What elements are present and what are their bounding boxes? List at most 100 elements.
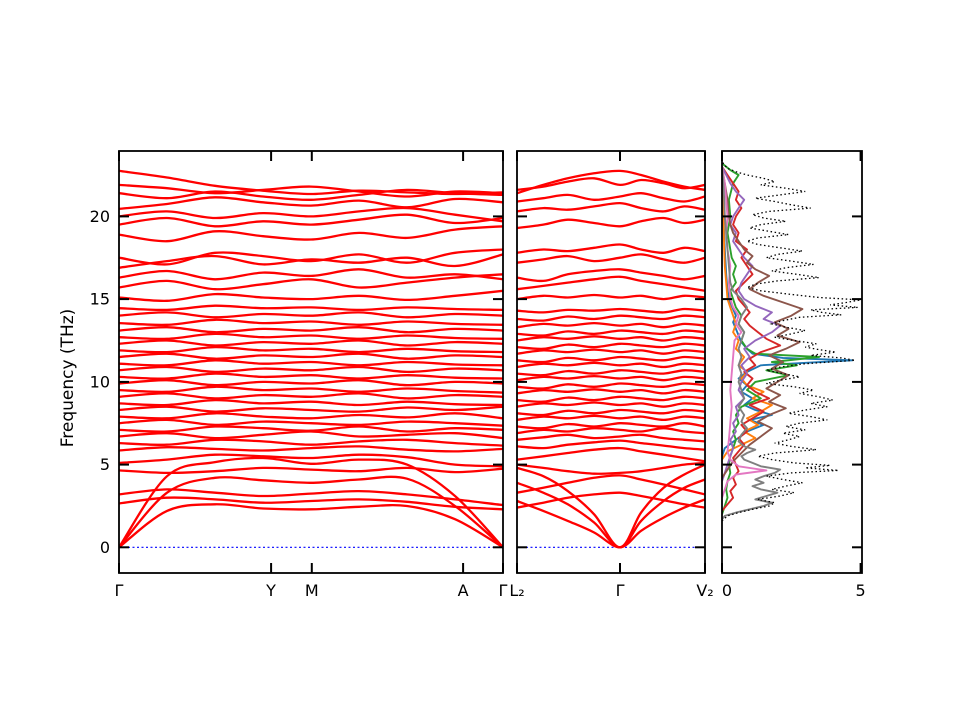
phonon-band [119,196,503,211]
phonon-band [517,461,705,475]
phonon-band [119,405,503,413]
phonon-band [517,361,705,369]
total-dos-curve [722,161,861,522]
phonon-band [119,430,503,440]
phonon-band [119,289,503,302]
phonon-band [119,475,503,549]
y-tick-label: 20 [90,207,110,226]
phonon-band [517,388,705,395]
phonon-band [119,445,503,453]
panel-frame [721,150,863,574]
phonon-band [517,474,705,496]
phonon-band [119,496,503,511]
phonon-band [517,439,705,451]
phonon-band [517,427,705,435]
pdos-8-curve [722,166,782,520]
panel-frame [516,150,706,574]
phonon-band [119,311,503,319]
phonon-band [517,369,705,377]
phonon-band [517,382,705,390]
phonon-band [119,359,503,367]
x-tick-label: 5 [856,581,866,600]
phonon-band [119,169,503,196]
pdos-5-curve [722,166,782,482]
phonon-band [119,398,503,407]
x-tick-label: Γ [115,581,124,600]
phonon-band [517,314,705,322]
phonon-band [119,438,503,447]
phonon-band [119,253,503,269]
x-tick-label: M [305,581,319,600]
phonon-band [119,392,503,400]
phonon-band [119,418,503,427]
y-tick-label: 0 [100,538,110,557]
phonon-band [517,275,705,292]
phonon-band [119,488,503,507]
phonon-band [119,225,503,243]
phonon-band [119,503,503,549]
phonon-band [517,491,705,509]
phonon-band [119,365,503,374]
phonon-band [517,243,705,254]
phonon-band [517,395,705,403]
x-tick-label: L₂ [509,581,524,600]
x-tick-label: Y [265,581,276,600]
phonon-band [119,326,503,334]
y-tick-label: 15 [90,290,110,309]
phonon-band [517,414,705,422]
phonon-band [517,446,705,463]
phonon-band [517,478,705,549]
y-tick-label: 10 [90,372,110,391]
phonon-band [517,422,705,430]
band-panel-l2-gamma-v2: L₂ Γ V₂ [509,150,714,600]
y-tick-label: 5 [100,455,110,474]
phonon-band [517,342,705,351]
phonon-band [517,401,705,408]
phonon-band [517,433,705,443]
phonon-band [517,253,705,264]
phonon-band [517,355,705,364]
phonon-band [517,201,705,213]
phonon-band [119,318,503,327]
phonon-band [119,466,503,475]
phonon-band [119,352,503,360]
x-tick-label: Γ [616,581,625,600]
band-panel-gamma-y-m-a-gamma: 0 5 10 15 20 Γ Y M A Γ [90,150,508,600]
phonon-band [119,273,503,291]
phonon-band [119,339,503,347]
phonon-band [119,248,503,266]
phonon-band [517,335,705,342]
phonon-band [119,304,503,312]
phonon-band [517,307,705,314]
pdos-1-curve [722,166,854,457]
phonon-band [517,408,705,417]
phonon-band [119,345,503,354]
pdos-6-curve [722,166,804,479]
phonon-band [517,329,705,337]
phonon-band [517,177,705,192]
phonon-band [517,293,705,301]
phonon-band [517,374,705,382]
pdos-4-curve [722,166,782,512]
phonon-band [119,453,503,468]
phonon-band [119,385,503,394]
phonon-band [517,192,705,203]
x-tick-label: 0 [722,581,732,600]
phonon-band [517,348,705,355]
phonon-band [517,463,705,549]
phonon-band [517,169,705,195]
phonon-band [119,425,503,433]
phonon-band [119,206,503,223]
phonon-band [119,379,503,387]
phonon-band [119,268,503,281]
phonon-band [517,216,705,230]
phonon-band [517,321,705,329]
x-tick-label: V₂ [696,581,713,600]
phonon-band [119,332,503,341]
x-tick-label: A [458,581,469,600]
phonon-band [119,372,503,380]
phonon-band [119,412,503,420]
